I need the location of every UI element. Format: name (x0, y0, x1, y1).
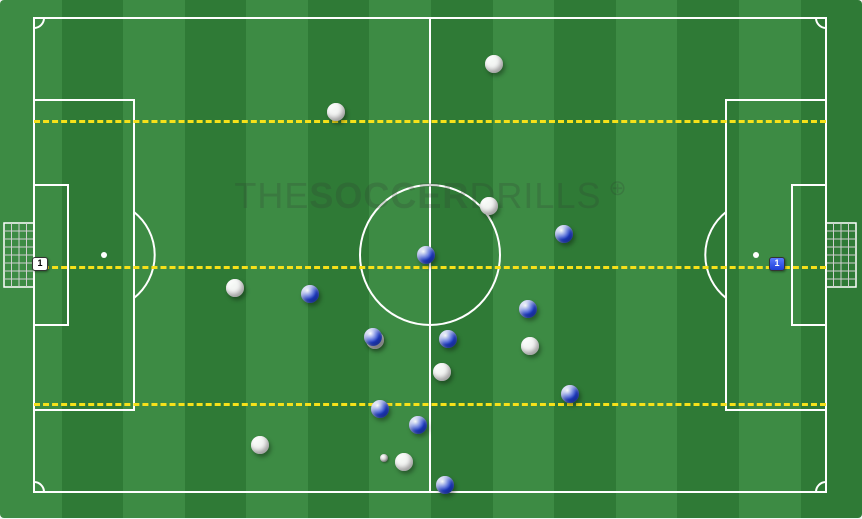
ball-icon (380, 454, 388, 462)
player-white (251, 436, 269, 454)
player-blue (519, 300, 537, 318)
player-blue (417, 246, 435, 264)
drill-channel-line (34, 403, 826, 406)
player-white (521, 337, 539, 355)
player-blue (439, 330, 457, 348)
player-white (433, 363, 451, 381)
drill-channel-line (34, 266, 826, 269)
player-white (327, 103, 345, 121)
player-blue (561, 385, 579, 403)
player-white (395, 453, 413, 471)
player-blue (409, 416, 427, 434)
player-white (226, 279, 244, 297)
goalkeeper-marker: 1 (32, 257, 48, 271)
player-blue (436, 476, 454, 494)
player-white (485, 55, 503, 73)
player-blue (301, 285, 319, 303)
player-blue (364, 328, 382, 346)
player-blue (555, 225, 573, 243)
drill-channel-line (34, 120, 826, 123)
player-blue (371, 400, 389, 418)
diagram-stage: THESOCCERDRILLS ⊕ 11 (0, 0, 862, 519)
goalkeeper-marker: 1 (769, 257, 785, 271)
soccer-pitch: THESOCCERDRILLS ⊕ 11 (0, 0, 862, 518)
player-white (480, 197, 498, 215)
